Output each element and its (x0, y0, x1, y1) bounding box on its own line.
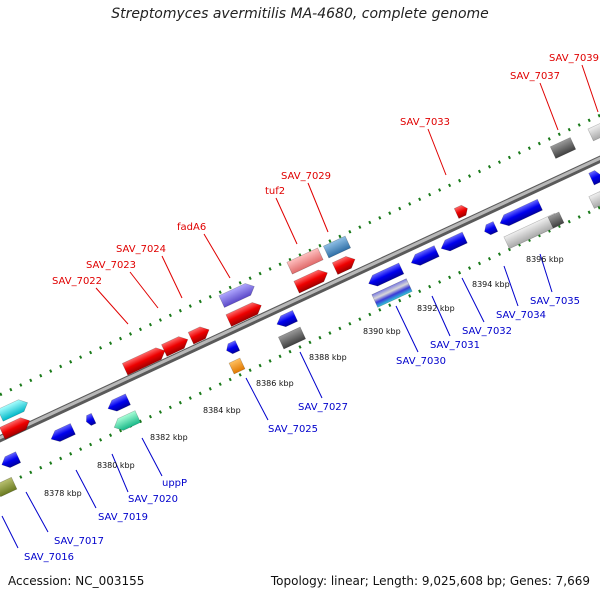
label-sav-7031-leader (431, 295, 451, 337)
scale-label-7: 8390 kbp (363, 327, 401, 336)
scale-label-3: 8382 kbp (150, 433, 188, 442)
forward-gene-7021 (0, 417, 30, 440)
reverse-gene-7016 (1, 451, 22, 468)
reverse-gene-7019 (107, 393, 131, 412)
label-sav-7035-leader (539, 253, 553, 293)
scale-label-10: 8396 kbp (526, 255, 564, 264)
scale-label-4: 8384 kbp (203, 406, 241, 415)
forward-gene-7024 (187, 326, 210, 345)
forward-feature-7039 (587, 122, 600, 142)
forward-feature-7029 (322, 235, 352, 259)
label-sav-7020: SAV_7020 (128, 494, 178, 505)
gene-labels: SAV_7022 SAV_7023 SAV_7024 fadA6 tuf2 SAV_702… (1, 53, 599, 563)
reverse-feature-7025 (228, 357, 246, 375)
outer-forward-ring (0, 113, 600, 397)
reverse-feature-7036 (547, 211, 565, 229)
label-sav-7030: SAV_7030 (396, 356, 446, 367)
label-fadA6: fadA6 (177, 222, 206, 233)
reverse-feature-7030 (371, 278, 413, 308)
reverse-gene-7034 (484, 221, 499, 236)
label-sav-7037-leader (539, 82, 559, 131)
reverse-gene-7027 (276, 309, 298, 328)
scale-label-8: 8392 kbp (417, 304, 455, 313)
label-sav-7027: SAV_7027 (298, 402, 348, 413)
label-sav-7016-leader (1, 515, 19, 549)
label-sav-7031: SAV_7031 (430, 340, 480, 351)
forward-gene-7029 (331, 256, 356, 275)
label-tuf2: tuf2 (265, 186, 285, 197)
label-sav-7024-leader (161, 255, 183, 299)
label-sav-7039-leader (581, 64, 599, 113)
label-uppP-leader (141, 437, 163, 477)
scale-label-9: 8394 kbp (472, 280, 510, 289)
reverse-gene-7030 (368, 262, 405, 287)
label-sav-7033: SAV_7033 (400, 117, 450, 128)
scale-labels: 8378 kbp 8380 kbp 8382 kbp 8384 kbp 8386 kbp… (44, 255, 564, 498)
label-sav-7037: SAV_7037 (510, 71, 560, 82)
label-uppP: uppP (162, 478, 187, 489)
reverse-gene-7018 (86, 412, 97, 426)
dotted-track-rings (0, 113, 600, 489)
scale-label-1: 8378 kbp (44, 489, 82, 498)
forward-gene-7022 (121, 347, 166, 376)
label-sav-7032: SAV_7032 (462, 326, 512, 337)
reverse-feature-uppP (113, 410, 141, 431)
accession-text: Accession: NC_003155 (8, 574, 145, 588)
reverse-gene-7017 (50, 423, 76, 442)
map-title: Streptomyces avermitilis MA-4680, comple… (111, 6, 489, 22)
label-sav-7023-leader (129, 271, 159, 309)
forward-feature-edge-blue (588, 170, 600, 186)
label-sav-7019: SAV_7019 (98, 512, 148, 523)
forward-feature-7037 (549, 137, 577, 159)
genome-summary-text: Topology: linear; Length: 9,025,608 bp; … (270, 574, 590, 588)
label-sav-7020-leader (111, 453, 129, 493)
forward-gene-tuf2 (293, 269, 328, 294)
scale-label-5: 8386 kbp (256, 379, 294, 388)
reverse-gene-7025 (226, 340, 241, 355)
label-sav-7017: SAV_7017 (54, 536, 104, 547)
reverse-gene-7032 (440, 231, 468, 252)
label-sav-7022-leader (95, 287, 129, 325)
label-sav-7024: SAV_7024 (116, 244, 166, 255)
forward-feature-edge-gray (588, 191, 600, 209)
forward-feature-fadA6 (218, 283, 255, 308)
axis-line (0, 156, 600, 440)
label-sav-7032-leader (461, 277, 485, 323)
label-sav-7017-leader (25, 491, 49, 533)
reverse-feature-7035 (503, 212, 561, 250)
inner-reverse-ring (0, 205, 600, 489)
label-sav-7027-leader (299, 351, 323, 399)
label-sav-7030-leader (395, 305, 419, 353)
label-sav-7025-leader (245, 377, 269, 421)
genome-axis (0, 155, 600, 443)
forward-gene-7023 (161, 336, 189, 357)
label-fadA6-leader (203, 233, 231, 279)
label-sav-7022: SAV_7022 (52, 276, 102, 287)
gene-features (0, 122, 600, 498)
reverse-feature-7027 (277, 326, 307, 350)
reverse-feature-olive (0, 476, 18, 498)
reverse-gene-7031 (410, 245, 440, 266)
label-sav-7016: SAV_7016 (24, 552, 74, 563)
label-sav-7034: SAV_7034 (496, 310, 546, 321)
label-sav-7029: SAV_7029 (281, 171, 331, 182)
label-sav-7023: SAV_7023 (86, 260, 136, 271)
forward-feature-tuf2 (286, 247, 324, 275)
scale-label-6: 8388 kbp (309, 353, 347, 362)
forward-gene-7033 (453, 204, 468, 219)
label-sav-7019-leader (75, 469, 97, 509)
label-sav-7033-leader (427, 128, 447, 176)
label-sav-7034-leader (503, 265, 519, 307)
forward-gene-fadA6 (225, 302, 262, 327)
forward-feature-cyan (0, 399, 28, 422)
reverse-gene-7035 (499, 198, 543, 227)
scale-label-2: 8380 kbp (97, 461, 135, 470)
label-sav-7029-leader (307, 182, 329, 233)
label-tuf2-leader (275, 197, 298, 245)
label-sav-7025: SAV_7025 (268, 424, 318, 435)
label-sav-7039: SAV_7039 (549, 53, 599, 64)
label-sav-7035: SAV_7035 (530, 296, 580, 307)
